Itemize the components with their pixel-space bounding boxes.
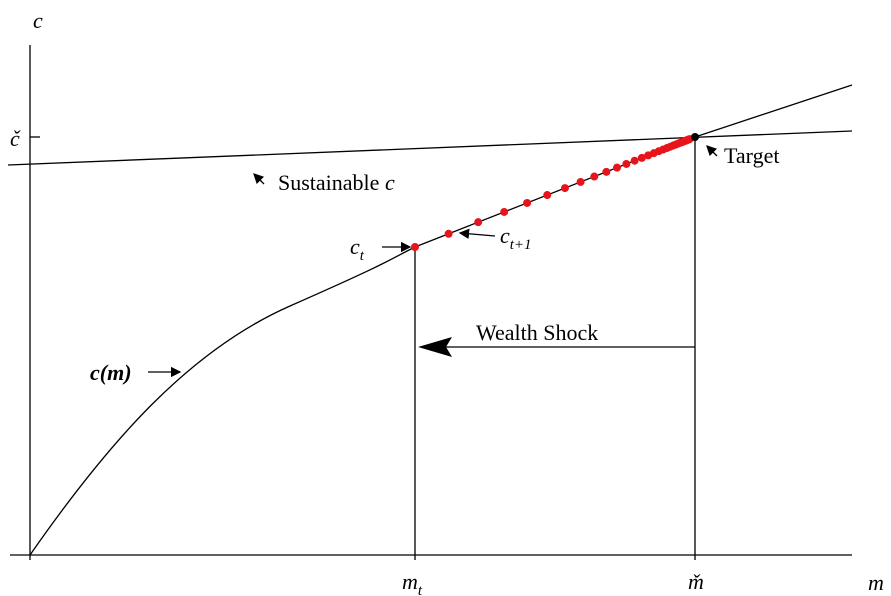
sustainable-label: Sustainable c	[278, 170, 395, 195]
sustainable-line	[7, 130, 853, 166]
shock-label: Wealth Shock	[476, 320, 598, 345]
dot	[411, 243, 419, 251]
base: c	[350, 234, 360, 259]
m-shock: mt	[402, 569, 423, 596]
c-target: č	[10, 126, 21, 151]
base: m	[402, 569, 418, 594]
x-axis-label: m	[868, 570, 884, 595]
var: c	[385, 170, 395, 195]
sub: t	[360, 248, 365, 264]
target-arrow	[706, 145, 718, 157]
sustainable-arrow	[253, 173, 265, 185]
dot	[523, 198, 532, 207]
dot	[602, 167, 611, 176]
target-point	[691, 133, 699, 141]
dot	[590, 172, 599, 181]
dot	[500, 207, 509, 216]
target-label: Target	[724, 143, 779, 168]
dot	[637, 153, 646, 162]
base: c	[500, 223, 510, 248]
y-axis-label: c	[33, 8, 43, 33]
text: Sustainable	[278, 170, 379, 195]
shock-arrowhead	[418, 337, 452, 357]
c-t-label: ct	[350, 234, 365, 264]
dot	[576, 177, 585, 186]
dot	[543, 191, 552, 200]
dot	[613, 163, 622, 172]
sub: t	[418, 583, 423, 596]
dot	[622, 159, 631, 168]
m-target: m̌	[688, 569, 704, 594]
dots	[411, 135, 694, 251]
c-t1-label: ct+1	[500, 223, 532, 253]
consumption-curve	[29, 84, 853, 556]
dot	[560, 184, 569, 193]
cm-label: c(m)	[90, 360, 132, 385]
sub: t+1	[510, 237, 532, 253]
dot	[444, 229, 453, 238]
dot	[474, 218, 483, 227]
dot	[630, 156, 639, 165]
c-t1-arrow	[458, 228, 496, 239]
